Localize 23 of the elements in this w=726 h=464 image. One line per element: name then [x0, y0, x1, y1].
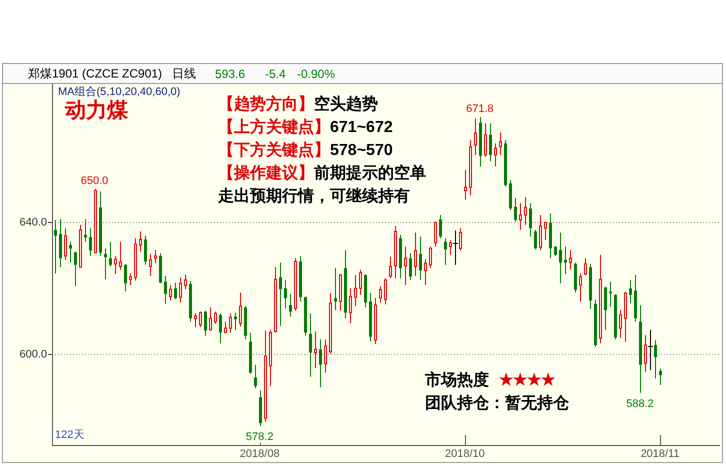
annotation: -0.90% — [297, 67, 336, 81]
annotation: 动力煤 — [65, 98, 128, 124]
annotation: 【操作建议】前期提示的空单走出预期行情，可继续持有 — [218, 163, 427, 207]
y-tick-label: 600.0 — [19, 348, 47, 360]
title: 郑煤1901 (CZCE ZC901) — [28, 66, 162, 80]
subtitle: 日线 — [172, 66, 196, 80]
data-note: 578.2 — [246, 430, 274, 443]
annotation: 593.6 — [215, 67, 246, 81]
annotation: 团队持仓：暂无持仓 — [425, 394, 569, 414]
x-tick-label: 2018/10 — [445, 448, 485, 460]
y-tick-label: 640.0 — [19, 216, 47, 228]
x-tick-label: 2018/08 — [240, 448, 280, 460]
data-note: 588.2 — [626, 398, 654, 410]
annotation: 市场热度 ★★★★ — [425, 370, 555, 391]
annotation: -5.4 — [265, 67, 286, 81]
annotation: 122天 — [55, 428, 84, 442]
x-tick-label: 2018/11 — [640, 448, 680, 460]
annotation: 【下方关键点】578~570 — [218, 140, 393, 161]
data-note: 650.0 — [80, 174, 108, 187]
data-note: 671.8 — [466, 103, 494, 115]
annotation: 【趋势方向】空头趋势 — [218, 94, 378, 115]
annotation: 【上方关键点】671~672 — [218, 117, 393, 138]
annotation: MA组合(5,10,20,40,60,0) — [58, 85, 180, 99]
